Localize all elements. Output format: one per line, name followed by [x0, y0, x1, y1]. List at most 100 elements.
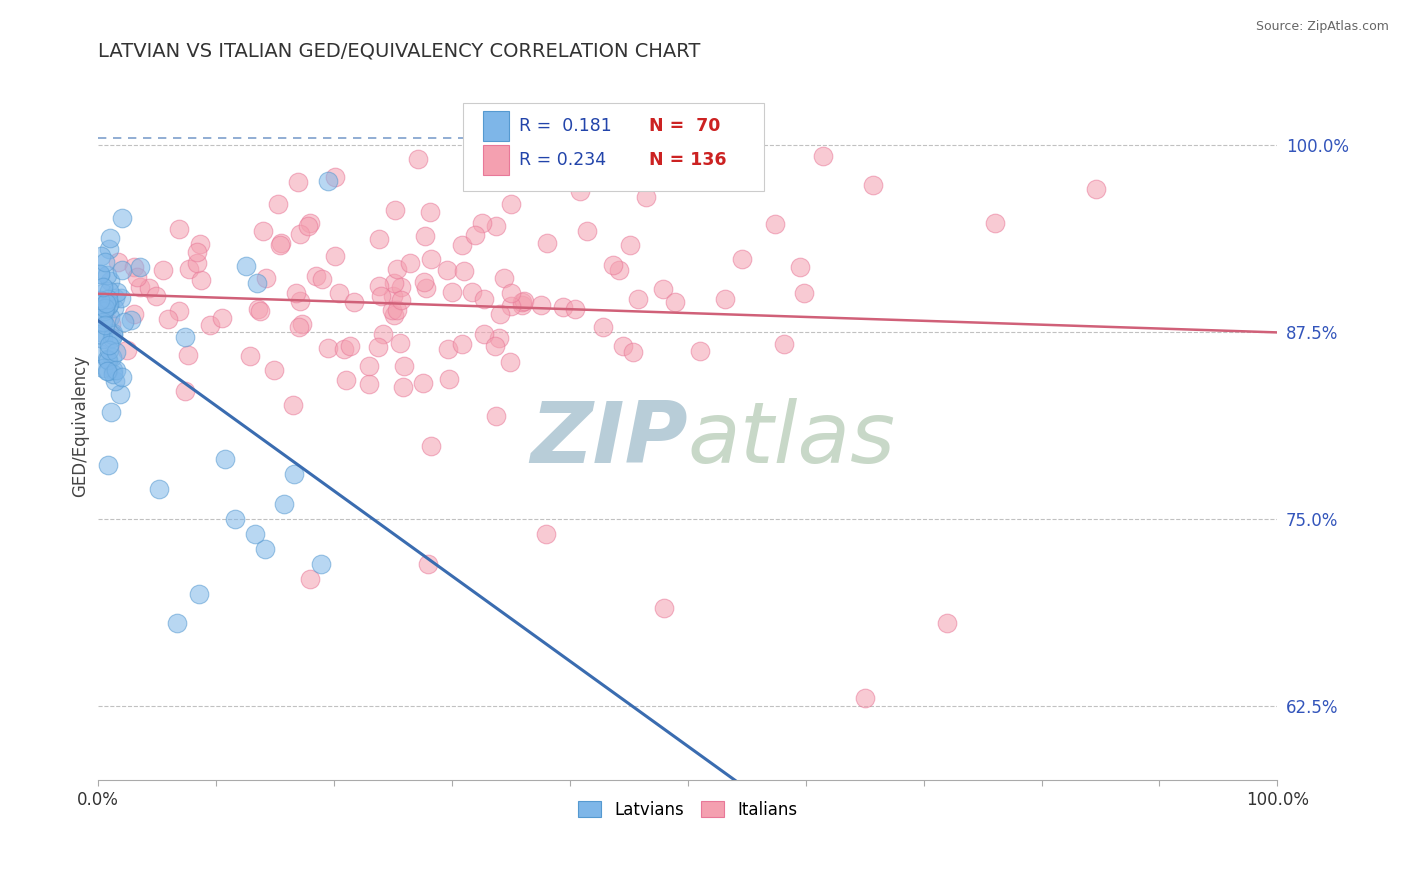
- Point: [91, 333, 114, 347]
- Point: [98, 343, 121, 358]
- Point: [252, 224, 274, 238]
- Point: [190, 273, 212, 287]
- Point: [298, 216, 321, 230]
- Point: [188, 237, 211, 252]
- Point: [453, 264, 475, 278]
- Point: [243, 526, 266, 541]
- Point: [499, 354, 522, 368]
- Point: [145, 289, 167, 303]
- Point: [392, 380, 415, 394]
- Point: [384, 309, 406, 323]
- Point: [367, 279, 389, 293]
- Point: [177, 261, 200, 276]
- Point: [105, 362, 128, 376]
- Point: [91, 299, 114, 313]
- Point: [107, 255, 129, 269]
- Point: [398, 255, 420, 269]
- Point: [689, 344, 711, 359]
- Point: [101, 367, 124, 381]
- Point: [439, 371, 461, 385]
- Point: [534, 526, 557, 541]
- Point: [413, 229, 436, 244]
- Point: [602, 258, 624, 272]
- Point: [173, 384, 195, 398]
- Point: [96, 268, 118, 283]
- Point: [536, 236, 558, 251]
- Text: Source: ZipAtlas.com: Source: ZipAtlas.com: [1256, 20, 1389, 33]
- Point: [101, 351, 124, 365]
- Point: [96, 351, 118, 366]
- Point: [592, 319, 614, 334]
- Point: [166, 616, 188, 631]
- Point: [1085, 182, 1108, 196]
- Point: [238, 349, 260, 363]
- Point: [246, 302, 269, 317]
- Point: [359, 377, 381, 392]
- Point: [288, 227, 311, 241]
- Point: [94, 318, 117, 333]
- Point: [485, 219, 508, 234]
- Point: [485, 409, 508, 424]
- Point: [287, 175, 309, 189]
- Point: [323, 170, 346, 185]
- Point: [97, 353, 120, 368]
- Point: [441, 285, 464, 300]
- Point: [91, 315, 114, 329]
- Point: [298, 572, 321, 586]
- Point: [110, 291, 132, 305]
- Point: [387, 262, 409, 277]
- Point: [91, 326, 114, 341]
- Point: [291, 317, 314, 331]
- Point: [575, 223, 598, 237]
- Point: [186, 245, 208, 260]
- Point: [103, 301, 125, 315]
- Point: [98, 296, 121, 310]
- Text: R = 0.234: R = 0.234: [519, 151, 606, 169]
- Point: [125, 269, 148, 284]
- Point: [111, 211, 134, 226]
- Point: [108, 387, 131, 401]
- Point: [94, 296, 117, 310]
- Point: [510, 295, 533, 310]
- Point: [471, 217, 494, 231]
- Point: [284, 285, 307, 300]
- Point: [128, 260, 150, 274]
- Point: [101, 326, 124, 340]
- Text: N = 136: N = 136: [648, 151, 725, 169]
- Point: [100, 318, 122, 332]
- Point: [224, 512, 246, 526]
- Point: [494, 270, 516, 285]
- Point: [96, 364, 118, 378]
- Point: [472, 292, 495, 306]
- Point: [384, 277, 406, 291]
- Point: [104, 344, 127, 359]
- FancyBboxPatch shape: [484, 145, 509, 175]
- Y-axis label: GED/Equivalency: GED/Equivalency: [72, 354, 89, 497]
- Point: [97, 299, 120, 313]
- Point: [621, 345, 644, 359]
- Point: [177, 348, 200, 362]
- Point: [328, 286, 350, 301]
- Point: [619, 238, 641, 252]
- Point: [129, 280, 152, 294]
- Point: [98, 274, 121, 288]
- Point: [93, 304, 115, 318]
- Point: [157, 312, 180, 326]
- Point: [461, 285, 484, 300]
- Point: [270, 235, 292, 250]
- Point: [97, 292, 120, 306]
- FancyBboxPatch shape: [484, 112, 509, 141]
- Point: [325, 249, 347, 263]
- Point: [120, 312, 142, 326]
- Point: [100, 231, 122, 245]
- Point: [138, 281, 160, 295]
- Point: [152, 262, 174, 277]
- Point: [115, 343, 138, 358]
- Point: [763, 217, 786, 231]
- Point: [389, 293, 412, 307]
- Point: [98, 338, 121, 352]
- Point: [664, 294, 686, 309]
- Point: [98, 310, 121, 324]
- Point: [367, 340, 389, 354]
- Point: [305, 268, 328, 283]
